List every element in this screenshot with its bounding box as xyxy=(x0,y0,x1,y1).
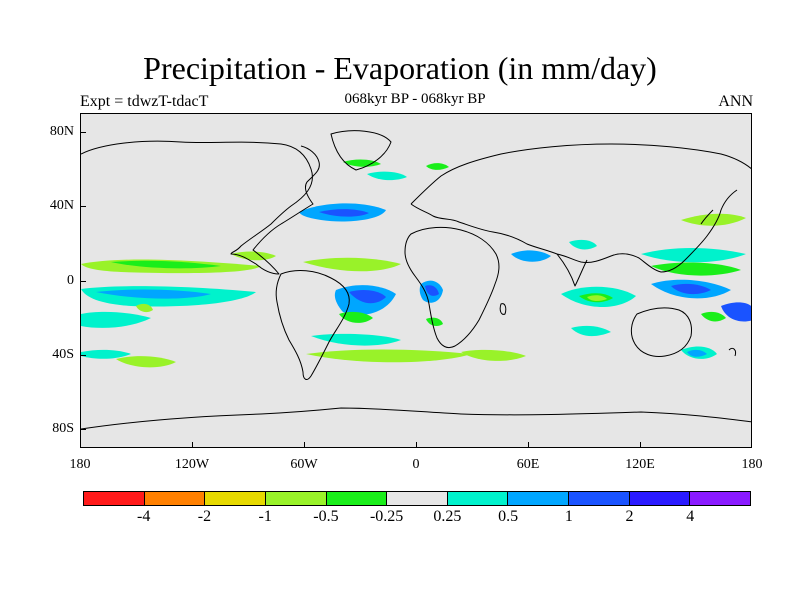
contour-south-pacific-green xyxy=(116,356,176,368)
lat-tick-label: 80N xyxy=(49,123,74,139)
contour-s-atl-cyan xyxy=(311,333,401,346)
map-background xyxy=(81,114,751,447)
contour-s-io-cyan xyxy=(571,325,611,337)
lon-tick xyxy=(192,442,193,448)
colorbar xyxy=(83,491,751,506)
colorbar-swatch xyxy=(629,492,691,505)
lon-tick-label: 60E xyxy=(516,457,540,472)
plot-subtitle: 068kyr BP - 068kyr BP xyxy=(344,91,486,107)
lon-tick xyxy=(751,442,752,448)
contour-n-atlantic-green xyxy=(343,159,381,167)
contour-trop-pacific-green2 xyxy=(111,260,221,269)
contour-sp-blue xyxy=(96,289,211,299)
contour-east-pacific-green xyxy=(681,213,746,226)
coast-india xyxy=(556,253,588,287)
colorbar-swatch xyxy=(326,492,388,505)
colorbar-label: 0.25 xyxy=(433,508,462,525)
lat-tick-label: 40N xyxy=(49,198,74,214)
season-label: ANN xyxy=(718,93,753,110)
contour-wp-green xyxy=(651,262,741,276)
lat-tick-label: 80S xyxy=(52,421,74,437)
lon-tick-label: 120W xyxy=(174,457,210,472)
experiment-label: Expt = tdwzT-tdacT xyxy=(80,93,209,110)
colorbar-swatch xyxy=(84,492,145,505)
pe-anomaly-map xyxy=(81,114,751,447)
colorbar-swatch xyxy=(447,492,509,505)
anomaly-contours xyxy=(81,159,751,368)
contour-s-atl-green xyxy=(339,311,373,323)
colorbar-swatch xyxy=(569,492,630,505)
lat-tick-label: 0 xyxy=(67,272,74,288)
contour-sp-cyan2 xyxy=(81,311,151,328)
colorbar-label: -4 xyxy=(137,508,151,525)
lon-tick-label: 60W xyxy=(290,457,318,472)
colorbar-swatch xyxy=(205,492,266,505)
coast-africa xyxy=(404,226,500,349)
contour-samerica-dark xyxy=(349,289,386,304)
coast-antarctica xyxy=(81,407,751,430)
contour-n-atlantic-dark xyxy=(319,209,369,217)
plot-title: Precipitation - Evaporation (in mm/day) xyxy=(143,50,657,86)
colorbar-swatch xyxy=(387,492,448,505)
colorbar-swatch xyxy=(508,492,570,505)
contour-s-africa-green xyxy=(426,317,443,327)
lat-tick xyxy=(80,354,86,356)
lon-tick xyxy=(528,442,529,448)
lat-tick xyxy=(80,280,86,282)
lon-tick-label: 180 xyxy=(741,457,763,472)
coastlines xyxy=(81,130,751,430)
contour-trop-atl-green xyxy=(303,257,401,272)
lat-tick xyxy=(80,429,86,431)
colorbar-label: 4 xyxy=(686,508,695,525)
coast-australia xyxy=(630,307,692,357)
map-panel xyxy=(80,113,752,448)
contour-south-pacific-cyan xyxy=(81,349,131,359)
lon-tick xyxy=(80,442,81,448)
colorbar-swatch xyxy=(265,492,327,505)
contour-arabia-cyan xyxy=(569,239,597,250)
colorbar-label: 0.5 xyxy=(498,508,519,525)
lon-tick xyxy=(416,442,417,448)
colorbar-label: -1 xyxy=(258,508,272,525)
lat-tick xyxy=(80,206,86,208)
contour-io-yellowgreen xyxy=(587,295,607,302)
colorbar-label: -0.25 xyxy=(369,508,404,525)
contour-namerica-green xyxy=(231,251,276,261)
contour-sp-green-spot xyxy=(136,303,153,313)
colorbar-label: 1 xyxy=(564,508,573,525)
contour-s-io-green xyxy=(461,349,526,361)
colorbar-label: -2 xyxy=(197,508,212,525)
contour-tasman-green xyxy=(701,311,726,322)
contour-wp-far-blue xyxy=(721,302,751,322)
lon-tick-label: 120E xyxy=(625,457,655,472)
contour-io-blue xyxy=(511,250,551,262)
coast-eurasia xyxy=(410,143,751,273)
contour-wp-cyan xyxy=(641,248,746,263)
colorbar-swatch xyxy=(690,492,751,505)
lat-tick xyxy=(80,131,86,133)
contour-s-atl-band xyxy=(306,349,471,363)
lon-tick xyxy=(640,442,641,448)
lat-tick-label: 40S xyxy=(52,346,74,362)
contour-maritime-dark xyxy=(671,283,711,295)
coast-north-america xyxy=(81,140,320,275)
colorbar-label: -0.5 xyxy=(313,508,339,525)
coast-south-america xyxy=(275,270,350,380)
contour-australia-blue xyxy=(687,349,707,357)
lon-tick-label: 0 xyxy=(412,457,420,472)
coast-japan xyxy=(700,209,714,225)
contour-n-atl-cyan xyxy=(367,171,407,181)
contour-africa-dark xyxy=(425,285,439,296)
colorbar-swatch xyxy=(144,492,206,505)
coast-greenland xyxy=(330,130,392,171)
lon-tick-label: 180 xyxy=(69,457,91,472)
coast-madagascar xyxy=(499,303,507,315)
lon-tick xyxy=(304,442,305,448)
contour-n-europe-green xyxy=(426,163,449,170)
coast-new-zealand xyxy=(728,347,736,357)
colorbar-label: 2 xyxy=(625,508,634,525)
